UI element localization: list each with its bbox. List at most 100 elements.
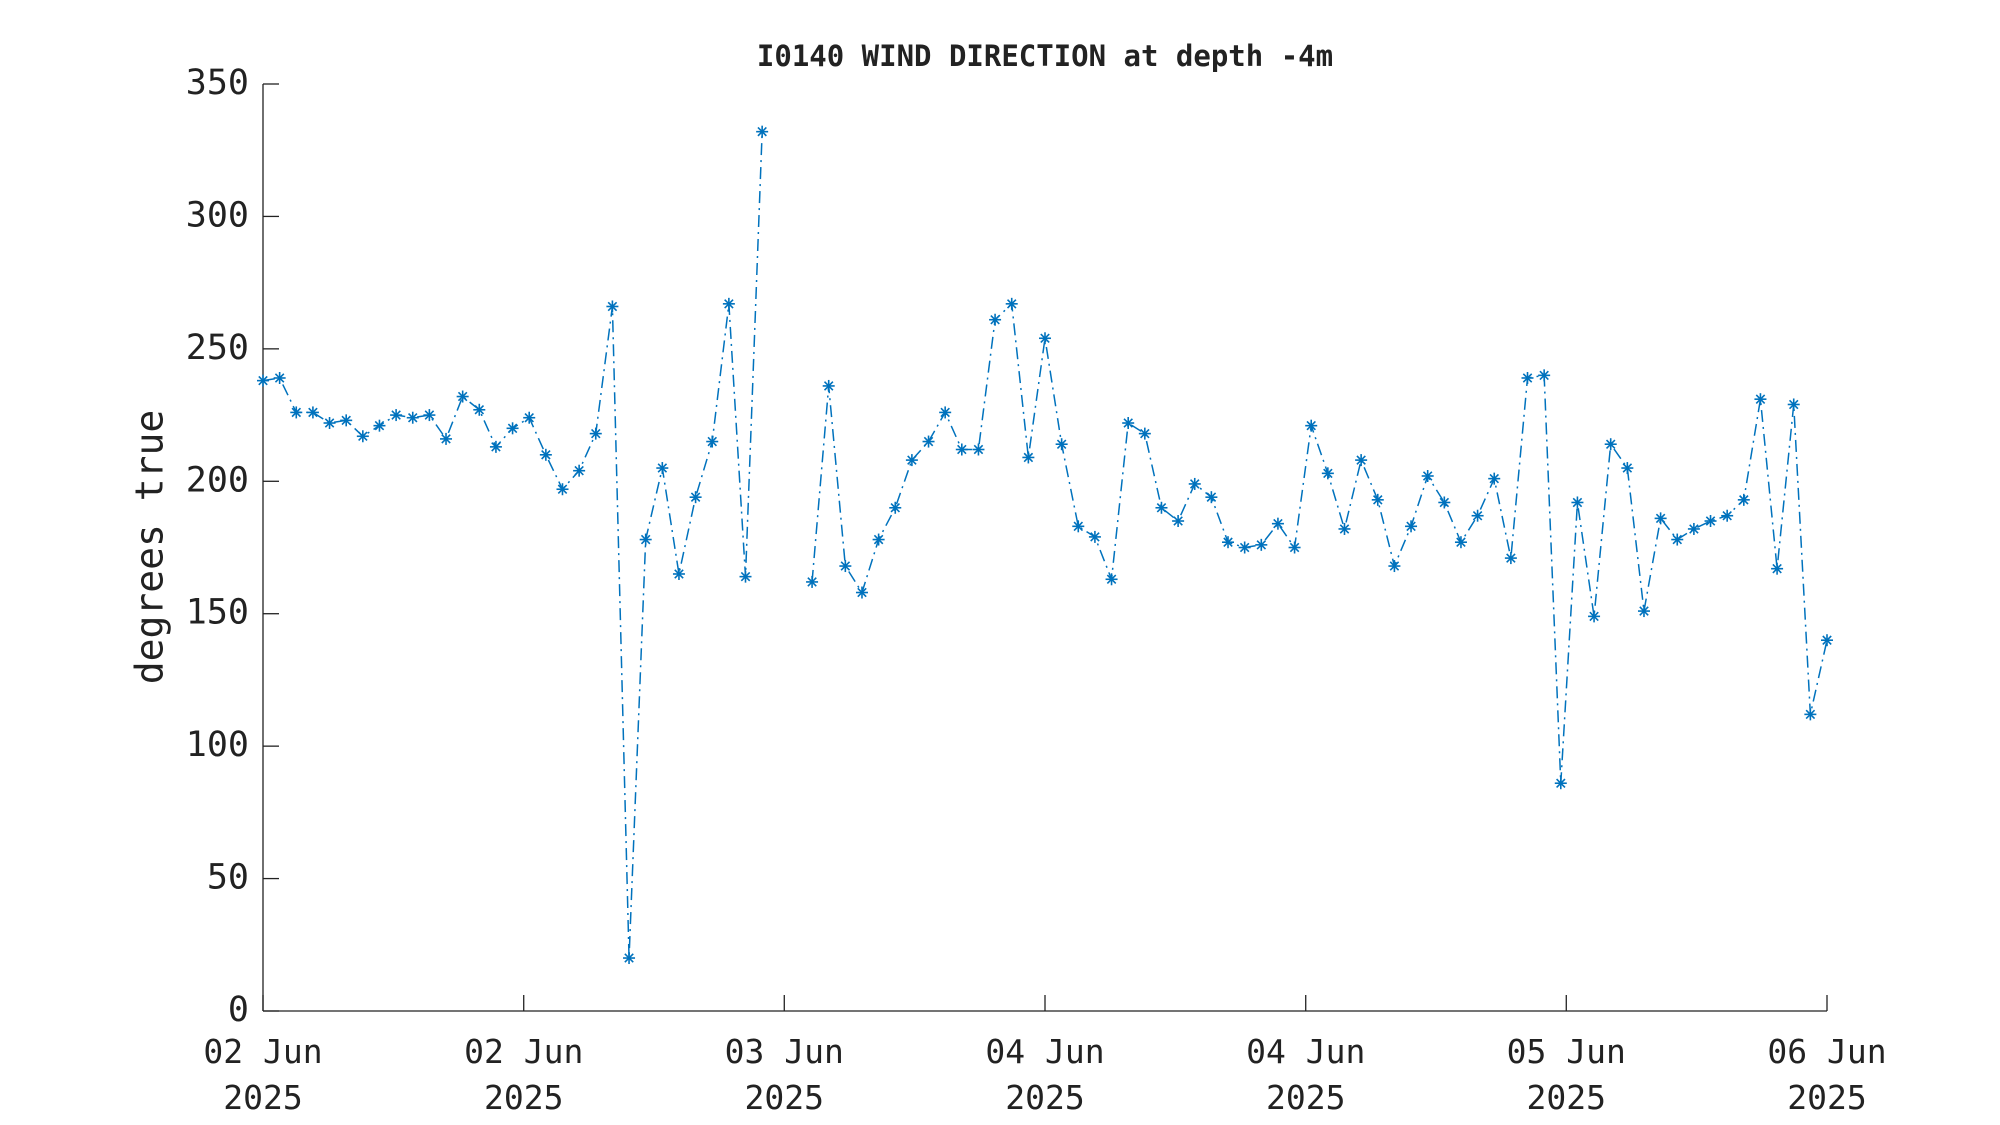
- marker-stroke: [1822, 635, 1832, 645]
- marker: [1338, 522, 1351, 535]
- marker: [1305, 419, 1318, 432]
- marker-stroke: [1456, 537, 1466, 547]
- marker: [1421, 469, 1434, 482]
- marker: [1488, 472, 1501, 485]
- marker: [939, 406, 952, 419]
- marker-stroke: [591, 428, 601, 439]
- marker-stroke: [507, 423, 518, 434]
- marker-stroke: [1589, 611, 1599, 622]
- y-tick-label: 50: [207, 858, 249, 898]
- marker: [1671, 533, 1684, 546]
- marker-stroke: [1123, 418, 1133, 428]
- x-tick-label: 04 Jun 2025: [1246, 1032, 1366, 1117]
- marker: [689, 491, 702, 504]
- marker-stroke: [424, 410, 435, 420]
- marker-stroke: [1140, 428, 1150, 439]
- marker: [1039, 332, 1051, 345]
- marker-stroke: [324, 418, 335, 428]
- marker: [1754, 393, 1767, 406]
- marker: [456, 390, 469, 403]
- marker: [390, 409, 403, 422]
- marker: [1188, 477, 1201, 490]
- marker: [855, 586, 868, 599]
- marker-stroke: [407, 412, 418, 423]
- marker: [1804, 708, 1817, 721]
- marker-stroke: [1655, 513, 1666, 524]
- marker-stroke: [857, 587, 867, 598]
- marker-stroke: [341, 415, 351, 426]
- marker-stroke: [574, 465, 584, 476]
- marker-stroke: [1556, 778, 1566, 788]
- marker: [623, 952, 636, 965]
- marker: [1371, 493, 1384, 506]
- marker: [273, 371, 286, 384]
- marker-stroke: [823, 381, 834, 391]
- marker: [1288, 541, 1301, 554]
- y-tick-label: 250: [186, 328, 249, 368]
- marker-stroke: [1572, 497, 1583, 508]
- y-tick-label: 100: [186, 725, 249, 765]
- marker-stroke: [557, 484, 568, 494]
- marker-stroke: [1073, 521, 1084, 532]
- marker-stroke: [474, 405, 485, 415]
- marker: [423, 409, 436, 422]
- marker: [473, 403, 486, 416]
- marker-stroke: [441, 434, 451, 444]
- marker: [606, 300, 619, 313]
- marker: [1538, 369, 1551, 382]
- marker: [1471, 509, 1484, 522]
- marker: [1055, 438, 1068, 451]
- marker-stroke: [358, 431, 368, 442]
- marker-stroke: [1373, 495, 1383, 505]
- marker-stroke: [890, 503, 901, 513]
- x-tick-label: 02 Jun 2025: [203, 1032, 323, 1117]
- marker-stroke: [1522, 373, 1533, 383]
- marker: [1005, 297, 1018, 310]
- x-tick-label: 06 Jun 2025: [1767, 1032, 1887, 1117]
- marker-stroke: [1755, 394, 1766, 404]
- marker: [1637, 605, 1650, 618]
- marker-stroke: [657, 463, 668, 473]
- marker: [523, 411, 536, 424]
- marker: [739, 570, 752, 583]
- marker: [1138, 427, 1151, 440]
- marker-stroke: [258, 375, 268, 386]
- marker-stroke: [1223, 537, 1233, 547]
- marker-stroke: [757, 126, 767, 137]
- marker: [1721, 509, 1734, 522]
- marker: [306, 406, 319, 419]
- marker: [1821, 634, 1833, 647]
- marker: [1504, 552, 1517, 565]
- marker-stroke: [1256, 540, 1267, 550]
- marker: [872, 533, 885, 546]
- marker: [922, 435, 935, 448]
- marker-stroke: [1439, 497, 1450, 508]
- marker-stroke: [374, 420, 385, 431]
- marker-stroke: [274, 373, 285, 383]
- marker: [1654, 512, 1667, 525]
- marker-stroke: [391, 410, 401, 420]
- marker-stroke: [491, 442, 501, 452]
- y-tick-label: 200: [186, 460, 249, 500]
- marker: [1687, 522, 1700, 535]
- marker-stroke: [840, 561, 851, 571]
- marker-stroke: [524, 412, 534, 423]
- marker-stroke: [1356, 455, 1366, 465]
- marker: [1072, 520, 1085, 533]
- marker-stroke: [674, 569, 684, 579]
- marker: [1787, 398, 1800, 411]
- marker-stroke: [1006, 299, 1017, 309]
- marker: [556, 483, 569, 496]
- marker-stroke: [907, 455, 917, 465]
- marker: [1022, 451, 1035, 464]
- marker: [489, 440, 502, 453]
- marker: [1255, 538, 1268, 551]
- marker: [839, 560, 852, 573]
- marker-stroke: [1056, 439, 1067, 449]
- marker: [1222, 536, 1235, 549]
- marker-stroke: [923, 436, 934, 447]
- marker-stroke: [1339, 524, 1350, 534]
- marker: [506, 422, 519, 435]
- marker-stroke: [973, 444, 984, 455]
